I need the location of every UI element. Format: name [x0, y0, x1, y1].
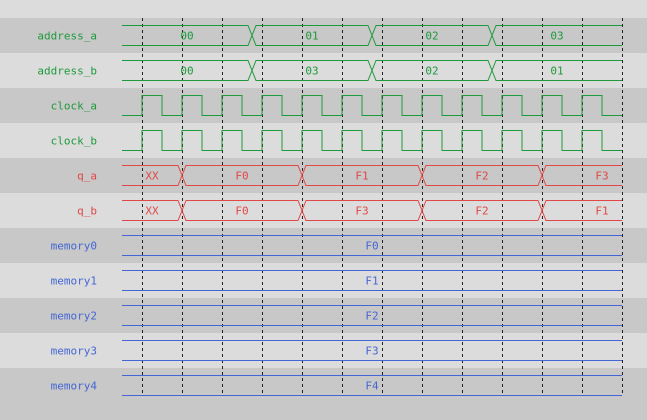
signal-memory2: memory2 F2 — [51, 305, 622, 326]
signal-label: address_b — [37, 65, 97, 78]
bus-segment — [122, 305, 622, 326]
signal-label: memory4 — [51, 380, 98, 393]
signal-memory0: memory0 F0 — [51, 235, 622, 256]
signal-memory1: memory1 F1 — [51, 270, 622, 291]
bus-value: F1 — [595, 205, 608, 218]
signal-memory4: memory4 F4 — [51, 375, 622, 396]
row-background — [0, 368, 647, 420]
bus-value: F3 — [355, 205, 368, 218]
bus-segment — [541, 200, 622, 221]
bus-value: F1 — [355, 170, 368, 183]
bus-value: F4 — [365, 380, 379, 393]
bus-value: XX — [145, 205, 159, 218]
row-background — [0, 298, 647, 333]
row-background — [0, 333, 647, 368]
bus-value: 03 — [550, 30, 563, 43]
signal-address_a: address_a 00 01 02 03 — [37, 25, 622, 46]
bus-segment — [122, 375, 622, 396]
signal-label: q_a — [77, 170, 97, 183]
row-background — [0, 263, 647, 298]
bus-value: F0 — [235, 170, 248, 183]
row-background — [0, 53, 647, 88]
row-background — [0, 193, 647, 228]
row-background — [0, 228, 647, 263]
row-background — [0, 18, 647, 53]
bus-value: 02 — [425, 65, 438, 78]
bus-value: F0 — [365, 240, 378, 253]
row-background — [0, 123, 647, 158]
bus-segment — [491, 60, 622, 81]
signal-label: memory3 — [51, 345, 97, 358]
bus-segment — [491, 25, 622, 46]
signal-clock_a: clock_a — [51, 95, 622, 116]
bus-value: F3 — [595, 170, 608, 183]
bus-value: XX — [145, 170, 159, 183]
bus-value: F2 — [475, 205, 488, 218]
bus-segment — [122, 340, 622, 361]
row-background — [0, 88, 647, 123]
bus-value: 03 — [305, 65, 318, 78]
bus-value: 01 — [550, 65, 563, 78]
row-background — [0, 158, 647, 193]
bus-value: 00 — [180, 30, 193, 43]
signal-label: q_b — [77, 205, 97, 218]
signal-label: address_a — [37, 30, 97, 43]
clock-waveform — [122, 130, 622, 151]
bus-value: 02 — [425, 30, 438, 43]
signal-memory3: memory3 F3 — [51, 340, 622, 361]
bus-value: F0 — [235, 205, 248, 218]
signal-label: clock_b — [51, 135, 97, 148]
signal-label: memory1 — [51, 275, 97, 288]
signal-q_a: q_a XX F0 F1 F2 F3 — [77, 165, 622, 186]
signal-label: memory0 — [51, 240, 97, 253]
bus-value: F2 — [475, 170, 488, 183]
bus-value: 00 — [180, 65, 193, 78]
bus-segment — [122, 235, 622, 256]
signal-clock_b: clock_b — [51, 130, 622, 151]
bus-value: F1 — [365, 275, 378, 288]
signal-address_b: address_b 00 03 02 01 — [37, 60, 622, 81]
signal-label: clock_a — [51, 100, 97, 113]
signal-q_b: q_b XX F0 F3 F2 F1 — [77, 200, 622, 221]
bus-value: F3 — [365, 345, 378, 358]
bus-value: 01 — [305, 30, 318, 43]
bus-segment — [122, 270, 622, 291]
bus-value: F2 — [365, 310, 378, 323]
clock-waveform — [122, 95, 622, 116]
signal-label: memory2 — [51, 310, 97, 323]
bus-segment — [541, 165, 622, 186]
